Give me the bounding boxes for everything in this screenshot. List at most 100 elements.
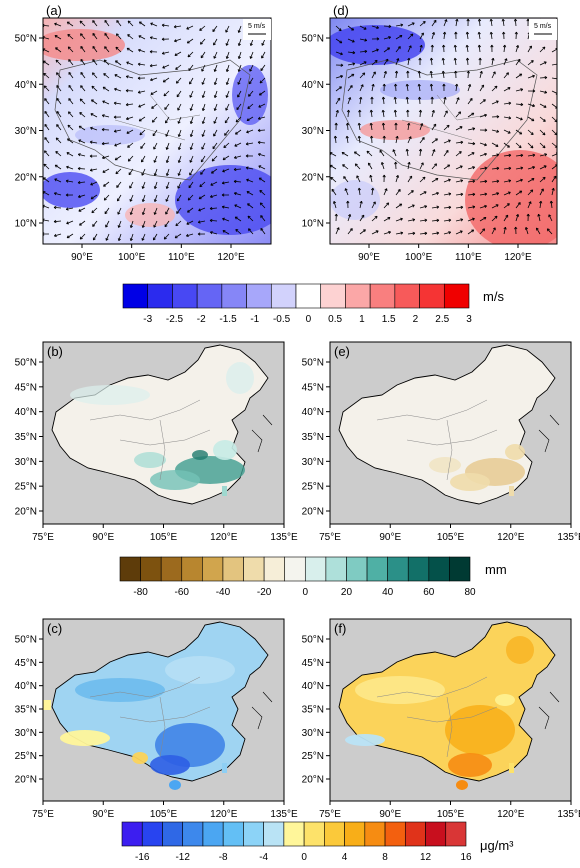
colorbar-precip-tick: 60 — [423, 587, 435, 598]
colorbar-wind-tick: 1 — [359, 314, 365, 325]
panel-e-lon-tick: 135°E — [557, 532, 580, 543]
colorbar-precip: -80 -60 -40 -20 0 20 40 60 80 — [119, 556, 476, 598]
colorbar-pm-swatch — [425, 821, 447, 847]
colorbar-pm-swatch — [344, 821, 366, 847]
colorbar-wind-tick: 0.5 — [328, 314, 342, 325]
colorbar-precip-swatch — [304, 556, 327, 582]
colorbar-precip-tick: 80 — [464, 587, 476, 598]
panel-f-lat-tick: 20°N — [302, 775, 324, 786]
colorbar-precip-swatch — [263, 556, 286, 582]
panel-a-ref-box — [243, 19, 271, 40]
panel-c-lat-tick: 50°N — [15, 635, 37, 646]
panel-d-map — [330, 18, 557, 244]
colorbar-wind-swatch — [320, 283, 346, 309]
colorbar-precip-swatch — [407, 556, 430, 582]
colorbar-wind-swatch — [246, 283, 272, 309]
colorbar-precip-swatch — [222, 556, 244, 582]
panel-f-lat-tick: 25°N — [302, 751, 324, 762]
panel-c-map — [43, 619, 284, 801]
colorbar-wind-swatch — [270, 283, 297, 309]
panel-e-lat-tick: 20°N — [302, 507, 324, 518]
panel-c-lon-tick: 105°E — [150, 809, 178, 820]
panel-f-lon-tick: 135°E — [557, 809, 580, 820]
panel-c-lon-tick: 120°E — [210, 809, 238, 820]
colorbar-precip-tick: -20 — [257, 587, 272, 598]
colorbar-wind-swatch — [172, 283, 198, 309]
panel-d-lon-tick: 120°E — [504, 252, 532, 263]
colorbar-pm: -16 -12 -8 -4 0 4 8 12 16 — [121, 821, 472, 863]
panel-e-lat-tick: 25°N — [302, 482, 324, 493]
colorbar-wind-swatch — [196, 283, 223, 309]
panel-c-lon-tick: 90°E — [92, 809, 114, 820]
colorbar-precip-swatch — [160, 556, 183, 582]
panel-b-lon-tick: 120°E — [210, 532, 238, 543]
colorbar-wind-tick: 1.5 — [382, 314, 396, 325]
panel-e-map — [330, 342, 571, 524]
panel-f-lat-tick: 40°N — [302, 681, 324, 692]
panel-e-lat-tick: 50°N — [302, 358, 324, 369]
colorbar-pm-swatch — [384, 821, 406, 847]
colorbar-wind-swatch — [221, 283, 247, 309]
panel-f-lat-tick: 30°N — [302, 728, 324, 739]
colorbar-wind-swatch — [443, 283, 470, 309]
colorbar-pm-tick: -4 — [259, 852, 268, 863]
panel-c-lon-tick: 75°E — [32, 809, 54, 820]
colorbar-pm-tick: -8 — [219, 852, 228, 863]
colorbar-pm-tick: 16 — [460, 852, 472, 863]
panel-c-lat-tick: 45°N — [15, 658, 37, 669]
colorbar-pm-tick: 12 — [420, 852, 432, 863]
colorbar-pm-unit: μg/m³ — [480, 838, 514, 853]
panel-c-lat-tick: 35°N — [15, 705, 37, 716]
panel-e-lon-tick: 105°E — [437, 532, 465, 543]
colorbar-precip-tick: -80 — [133, 587, 148, 598]
colorbar-pm-swatch — [303, 821, 325, 847]
colorbar-pm-swatch — [243, 821, 264, 847]
panel-d-lon-tick: 90°E — [358, 252, 380, 263]
panel-d-lat-tick: 40°N — [302, 80, 324, 91]
panel-d-lon-tick: 110°E — [455, 252, 482, 263]
panel-f-lat-tick: 45°N — [302, 658, 324, 669]
colorbar-pm-swatch — [202, 821, 224, 847]
colorbar-precip-tick: 40 — [382, 587, 394, 598]
colorbar-pm-swatch — [445, 821, 467, 847]
panel-c-lat-tick: 30°N — [15, 728, 37, 739]
colorbar-precip-tick: -60 — [175, 587, 190, 598]
panel-a-lat-tick: 50°N — [15, 34, 37, 45]
colorbar-precip-swatch — [387, 556, 409, 582]
panel-a-label: (a) — [46, 3, 62, 18]
panel-f-lat-tick: 50°N — [302, 635, 324, 646]
panel-e-lat-tick: 35°N — [302, 432, 324, 443]
colorbar-wind-tick: 2.5 — [435, 314, 449, 325]
colorbar-wind-swatch — [369, 283, 396, 309]
colorbar-wind-swatch — [295, 283, 322, 309]
colorbar-precip-swatch — [181, 556, 203, 582]
panel-d-lat-tick: 30°N — [302, 126, 324, 137]
panel-f-map — [330, 619, 571, 801]
colorbar-precip-swatch — [119, 556, 141, 582]
panel-d-lat-tick: 10°N — [302, 219, 324, 230]
colorbar-wind-swatch — [345, 283, 371, 309]
panel-f-lon-tick: 90°E — [379, 809, 401, 820]
panel-b-lon-tick: 105°E — [150, 532, 178, 543]
colorbar-pm-tick: -16 — [135, 852, 150, 863]
colorbar-pm-swatch — [404, 821, 426, 847]
panel-d-ref-box — [529, 19, 557, 40]
colorbar-precip-swatch — [325, 556, 347, 582]
colorbar-precip-swatch — [243, 556, 265, 582]
colorbar-wind-tick: 2 — [413, 314, 419, 325]
colorbar-wind-tick: -1.5 — [219, 314, 237, 325]
panel-e-lat-tick: 30°N — [302, 457, 324, 468]
colorbar-pm-tick: 4 — [342, 852, 348, 863]
colorbar-pm-swatch — [121, 821, 143, 847]
colorbar-wind-tick: -1 — [250, 314, 259, 325]
colorbar-wind-tick: 3 — [466, 314, 472, 325]
colorbar-precip-swatch — [202, 556, 224, 582]
panel-c-lat-tick: 20°N — [15, 775, 37, 786]
colorbar-wind-tick: -3 — [143, 314, 152, 325]
panel-d-lon-tick: 100°E — [405, 252, 433, 263]
panel-d-ref-vector-label: 5 m/s — [534, 23, 552, 30]
colorbar-wind-swatch — [122, 283, 149, 309]
panel-a-lat-tick: 20°N — [15, 172, 37, 183]
panel-a-lat-tick: 10°N — [15, 219, 37, 230]
colorbar-pm-swatch — [222, 821, 244, 847]
